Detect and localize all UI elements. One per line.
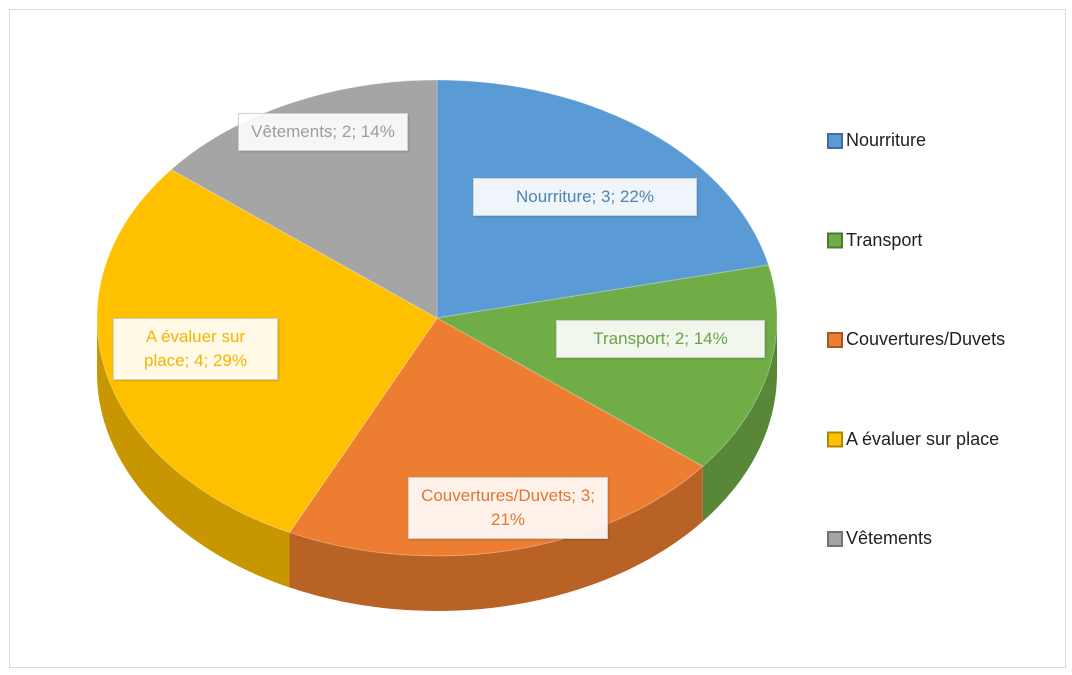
legend-label: Transport (846, 229, 923, 250)
legend-label: Nourriture (846, 130, 927, 150)
legend-swatch (827, 133, 843, 149)
frame-border (9, 9, 1066, 668)
legend-swatch (827, 332, 843, 348)
data-label: Couvertures/Duvets; 3; 21% (408, 477, 608, 539)
slice-side (702, 318, 778, 522)
data-label: Vêtements; 2; 14% (238, 113, 408, 151)
slice (435, 264, 778, 467)
legend-swatch (827, 431, 843, 448)
legend-label: A évaluer sur place (846, 428, 1000, 449)
legend-label: Couvertures/Duvets (846, 329, 1006, 349)
legend-swatch (827, 531, 843, 547)
slice-side (97, 318, 290, 588)
data-label: Transport; 2; 14% (556, 320, 765, 358)
slice-side (289, 466, 703, 611)
data-label: A évaluer sur place; 4; 29% (113, 318, 278, 380)
data-label: Nourriture; 3; 22% (473, 178, 697, 216)
legend-label: Vêtements (846, 528, 933, 548)
legend-swatch (827, 232, 843, 249)
